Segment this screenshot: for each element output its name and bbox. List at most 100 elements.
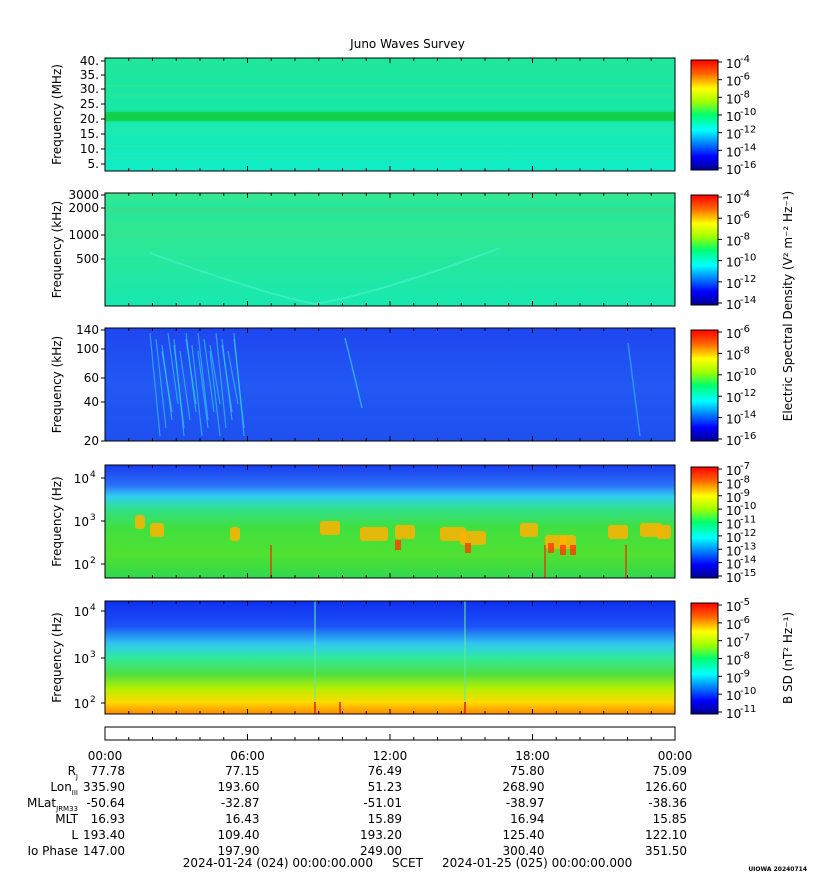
emission-burst — [150, 523, 164, 537]
version-stamp: UIOWA 20240714 — [748, 866, 807, 873]
drift-striation — [227, 350, 239, 405]
colorbar-tick-label: 10 — [726, 192, 741, 206]
colorbar-tick-label: 10 — [726, 636, 741, 650]
colorbar-tick-exponent: -8 — [740, 474, 750, 485]
emission-core — [548, 543, 554, 553]
drift-striation — [185, 338, 197, 405]
band-21mhz — [105, 112, 675, 121]
drift-striation — [627, 342, 641, 437]
spectrogram-image — [105, 328, 675, 441]
drift-striation — [197, 350, 209, 429]
y-tick-label: 30. — [80, 82, 99, 96]
ephemeris-value: 197.90 — [218, 844, 260, 858]
colorbar-tick-exponent: -10 — [740, 107, 756, 118]
colorbar-tick-exponent: -4 — [740, 189, 750, 200]
time-tick-label: 18:00 — [515, 749, 550, 763]
y-tick-label: 2000 — [68, 201, 99, 215]
colorbar-tick-label: 10 — [726, 464, 741, 478]
drift-striation — [161, 350, 173, 413]
ephemeris-value: 249.00 — [360, 844, 402, 858]
colorbar-tick-exponent: -4 — [740, 54, 750, 65]
colorbar-tick-exponent: -14 — [740, 142, 756, 153]
time-tick-label: 06:00 — [230, 749, 265, 763]
colorbar-tick-label: 10 — [726, 277, 741, 291]
ephemeris-value: 15.89 — [368, 812, 402, 826]
colorbar-tick-label: 10 — [726, 348, 741, 362]
colorbar-tick-exponent: -6 — [740, 72, 750, 83]
colorbar-tick-label: 10 — [726, 434, 741, 448]
y-tick-label: 35. — [80, 68, 99, 82]
colorbar-tick-label: 10 — [726, 531, 741, 545]
ephemeris-value: 75.80 — [510, 764, 544, 778]
drift-striation — [221, 344, 233, 413]
colorbar-tick-exponent: -9 — [740, 668, 750, 679]
y-tick-label: 20 — [84, 434, 99, 448]
y-tick-label: 10 — [74, 558, 89, 572]
ephemeris-value: 75.09 — [653, 764, 687, 778]
y-tick-exponent: 2 — [90, 556, 96, 566]
spectrogram-image — [105, 465, 675, 578]
y-tick-label: 25. — [80, 97, 99, 111]
colorbar-tick-label: 10 — [726, 110, 741, 124]
ephemeris-value: 335.90 — [83, 780, 125, 794]
ephemeris-label: MLatJRM33 — [27, 796, 78, 813]
ephemeris-value: -32.87 — [221, 796, 260, 810]
ephemeris-value: 122.10 — [645, 828, 687, 842]
colorbar-tick-exponent: -10 — [740, 501, 756, 512]
ephemeris-value: 77.15 — [225, 764, 259, 778]
colorbar-tick-exponent: -7 — [740, 633, 750, 644]
colorbar-tick-label: 10 — [726, 477, 741, 491]
ephemeris-value: 16.94 — [510, 812, 544, 826]
colorbar-tick-label: 10 — [726, 571, 741, 585]
drift-striation — [191, 344, 203, 437]
ephemeris-value: 126.60 — [645, 780, 687, 794]
drift-striation — [203, 338, 215, 413]
emission-core — [465, 543, 471, 553]
colorbar-tick-exponent: -13 — [740, 541, 756, 552]
y-axis-label: Frequency (Hz) — [50, 476, 64, 567]
ephemeris-label: LonIII — [50, 780, 78, 797]
colorbar-tick-label: 10 — [726, 671, 741, 685]
ephemeris-value: 15.85 — [653, 812, 687, 826]
ephemeris-label: L — [71, 828, 78, 842]
ephemeris-value: 77.78 — [91, 764, 125, 778]
y-tick-label: 10 — [74, 472, 89, 486]
y-tick-label: 40 — [84, 395, 99, 409]
colorbar-tick-label: 10 — [726, 213, 741, 227]
colorbar-tick-label: 10 — [726, 128, 741, 142]
emission-core — [395, 540, 401, 550]
time-range-footer: 2024-01-24 (024) 00:00:00.000 SCET 2024-… — [0, 856, 815, 870]
ephemeris-label-sub: J — [75, 773, 78, 781]
drift-striation — [167, 332, 179, 405]
colorbar-scale — [690, 466, 719, 579]
ephemeris-value: -50.64 — [86, 796, 125, 810]
y-tick-label: 15. — [80, 127, 99, 141]
colorbar-scale — [690, 329, 719, 442]
chart-title: Juno Waves Survey — [350, 37, 465, 51]
colorbar-tick-exponent: -10 — [740, 253, 756, 264]
colorbar-tick-exponent: -6 — [740, 615, 750, 626]
colorbar-tick-exponent: -7 — [740, 461, 750, 472]
y-tick-exponent: 3 — [90, 650, 96, 660]
drift-striation — [155, 338, 167, 429]
ephemeris-label-sub: JRM33 — [55, 805, 78, 813]
colorbar-tick-exponent: -8 — [740, 89, 750, 100]
time-tick-label: 12:00 — [373, 749, 408, 763]
end-time: 2024-01-25 (025) 00:00:00.000 — [442, 856, 633, 870]
emission-burst — [640, 523, 662, 537]
colorbar-tick-label: 10 — [726, 92, 741, 106]
colorbar-tick-exponent: -10 — [740, 686, 756, 697]
ephemeris-value: 125.40 — [503, 828, 545, 842]
colorbar-tick-label: 10 — [726, 618, 741, 632]
colorbar-tick-exponent: -8 — [740, 231, 750, 242]
colorbar-tick-label: 10 — [726, 518, 741, 532]
colorbar-scale — [690, 59, 719, 171]
colorbar-tick-exponent: -14 — [740, 295, 756, 306]
scet-label: SCET — [392, 856, 423, 870]
ephemeris-label: MLT — [55, 812, 78, 826]
colorbar-tick-label: 10 — [726, 654, 741, 668]
